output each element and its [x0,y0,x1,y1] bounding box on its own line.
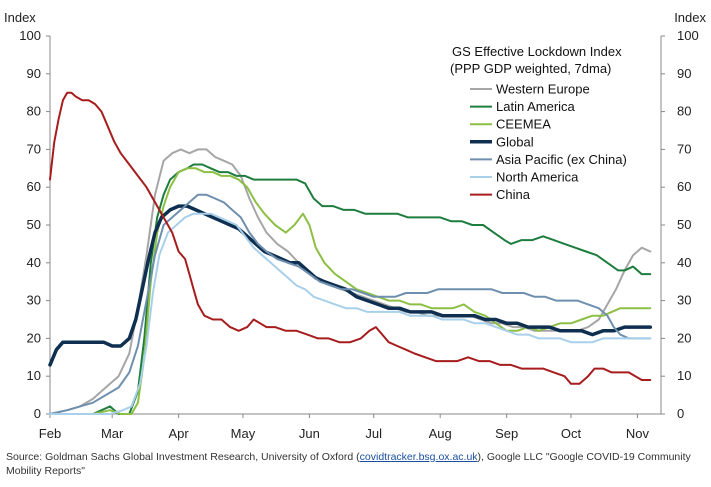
legend-title-line1: GS Effective Lockdown Index [452,44,622,59]
series-line-china [49,91,652,385]
legend-label-global: Global [496,134,534,149]
left-tick-label: 90 [27,66,41,81]
source-note: Source: Goldman Sachs Global Investment … [6,450,706,478]
legend-label-china: China [496,187,531,202]
legend-title-line2: (PPP GDP weighted, 7dma) [450,61,611,76]
left-tick-label: 10 [27,368,41,383]
right-tick-label: 20 [677,330,691,345]
left-tick-label: 80 [27,104,41,119]
source-suffix: ), Google LLC "Google COVID-19 Community… [6,451,691,477]
x-tick-label-mar: Mar [101,426,124,441]
legend-label-latin-america: Latin America [496,99,576,114]
left-axis-title: Index [4,10,36,25]
x-tick-label-may: May [231,426,256,441]
legend-label-ceemea: CEEMEA [496,117,551,132]
right-tick-label: 0 [677,406,684,421]
x-axis-ticks: Feb Mar Apr May Jun Jul Aug Sep Oct Nov [39,414,650,441]
source-link[interactable]: covidtracker.bsg.ox.ac.uk [359,451,478,463]
right-tick-label: 70 [677,141,691,156]
right-tick-label: 10 [677,368,691,383]
x-tick-label-apr: Apr [169,426,190,441]
left-tick-label: 30 [27,293,41,308]
right-tick-label: 90 [677,66,691,81]
x-tick-label-feb: Feb [39,426,61,441]
series-lines [48,91,653,415]
right-tick-label: 40 [677,255,691,270]
x-tick-label-oct: Oct [561,426,582,441]
x-tick-label-jun: Jun [299,426,320,441]
right-tick-label: 80 [677,104,691,119]
left-tick-label: 70 [27,141,41,156]
x-tick-label-nov: Nov [626,426,650,441]
left-y-axis-ticks: 0 10 20 30 40 50 60 70 80 90 100 [19,28,50,421]
right-tick-label: 100 [677,28,699,43]
legend-label-asia-pacific-ex-china: Asia Pacific (ex China) [496,152,627,167]
series-line-asia-pacific-ex-china [49,193,652,415]
right-axis-title: Index [674,10,706,25]
right-tick-label: 50 [677,217,691,232]
legend: GS Effective Lockdown Index (PPP GDP wei… [450,44,627,202]
legend-label-north-america: North America [496,170,579,185]
source-prefix: Source: Goldman Sachs Global Investment … [6,451,360,463]
left-tick-label: 60 [27,179,41,194]
legend-items: Western Europe Latin America CEEMEA Global A… [470,82,627,202]
left-tick-label: 50 [27,217,41,232]
left-tick-label: 40 [27,255,41,270]
right-tick-label: 30 [677,293,691,308]
x-tick-label-jul: Jul [365,426,382,441]
left-tick-label: 100 [19,28,41,43]
right-y-axis-ticks: 0 10 20 30 40 50 60 70 80 90 100 [661,28,699,421]
x-tick-label-sep: Sep [495,426,518,441]
left-tick-label: 20 [27,330,41,345]
series-line-latin-america [49,163,652,415]
series-line-north-america [49,212,652,415]
x-tick-label-aug: Aug [429,426,452,441]
left-tick-label: 0 [34,406,41,421]
legend-label-western-europe: Western Europe [496,82,590,97]
lockdown-index-chart: Index Index 0 10 20 30 40 50 60 70 80 90 100 0 10 20… [4,10,706,441]
right-tick-label: 60 [677,179,691,194]
